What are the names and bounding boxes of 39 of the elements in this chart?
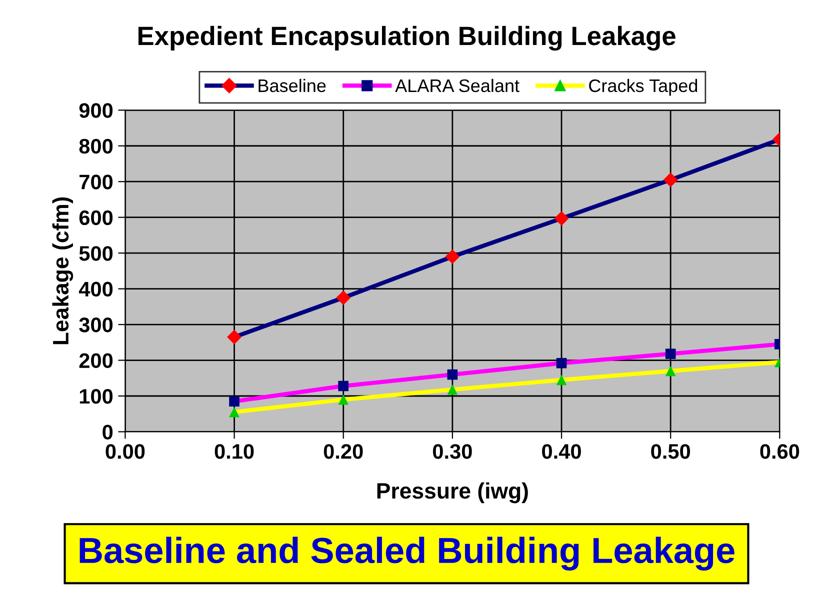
y-tick-label: 800	[79, 138, 113, 154]
point	[338, 394, 349, 405]
legend-label: ALARA Sealant	[395, 78, 520, 92]
text: Baseline and Sealed Building Leakage	[80, 536, 734, 571]
point	[447, 369, 458, 380]
legend-label: Cracks Taped	[589, 78, 698, 96]
point	[447, 384, 458, 395]
x-tick-label: 0.10	[214, 444, 254, 459]
point	[445, 249, 460, 264]
y-tick-label: 500	[79, 246, 113, 261]
point	[665, 366, 676, 376]
point	[554, 211, 569, 226]
point	[226, 330, 242, 344]
x-tick-label: 0.30	[432, 444, 472, 459]
y-tick-label: 700	[80, 174, 113, 190]
y-tick-label: 400	[78, 282, 113, 297]
point	[229, 406, 240, 418]
y-tick-label: 300	[79, 318, 113, 332]
point	[229, 396, 240, 407]
x-tick-label: 0.60	[760, 444, 800, 459]
y-tick-label: 900	[79, 103, 113, 118]
point	[663, 172, 678, 188]
point	[556, 358, 567, 368]
x-tick-label: 0.40	[542, 444, 581, 459]
x-tick-label: 0.20	[324, 444, 363, 459]
legend-label: Baseline	[258, 78, 326, 92]
x-tick-label: 0.00	[106, 444, 145, 459]
y-tick-label: 100	[80, 389, 113, 404]
y-axis-title: Leakage (cfm)	[52, 197, 74, 344]
x-tick-label: 0.50	[651, 444, 690, 459]
y-tick-label: 600	[79, 210, 113, 226]
point	[556, 374, 567, 386]
x-axis-title: Pressure (iwg)	[377, 482, 528, 504]
y-tick-label: 200	[79, 353, 113, 368]
point	[336, 290, 351, 306]
point	[665, 348, 676, 359]
point	[338, 380, 349, 392]
chart-title: Expedient Encapsulation Building Leakage	[138, 26, 676, 51]
y-tick-label: 0	[102, 424, 113, 440]
